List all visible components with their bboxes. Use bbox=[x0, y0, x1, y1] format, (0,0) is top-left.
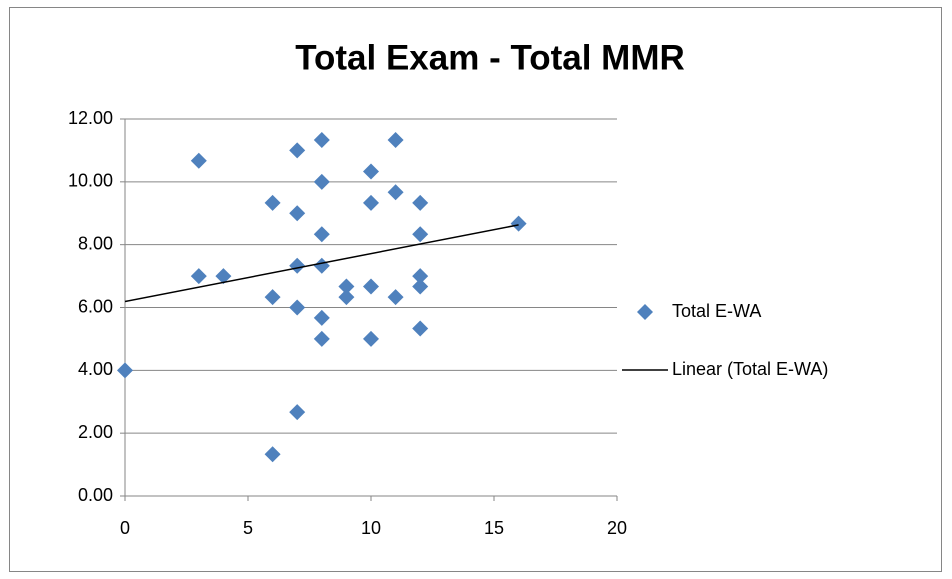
point bbox=[338, 289, 355, 306]
chart-title: Total Exam - Total MMR bbox=[295, 38, 685, 77]
y-tick-label: 10.00 bbox=[68, 171, 113, 191]
x-tick-label: 20 bbox=[607, 518, 627, 538]
y-tick-label: 4.00 bbox=[78, 359, 113, 379]
y-tick-label: 0.00 bbox=[78, 485, 113, 505]
point bbox=[190, 152, 207, 169]
y-tick-label: 8.00 bbox=[78, 233, 113, 253]
y-tick-label: 12.00 bbox=[68, 108, 113, 128]
legend-label: Linear (Total E-WA) bbox=[672, 359, 828, 379]
point bbox=[313, 309, 330, 326]
legend-label: Total E-WA bbox=[672, 301, 761, 321]
point bbox=[412, 226, 429, 243]
x-tick-label: 15 bbox=[484, 518, 504, 538]
point bbox=[289, 299, 306, 316]
point bbox=[117, 362, 133, 379]
point bbox=[387, 132, 404, 149]
chart-border bbox=[9, 7, 942, 572]
legend-marker bbox=[637, 304, 653, 320]
point bbox=[215, 268, 232, 285]
point bbox=[363, 163, 379, 180]
y-tick-label: 2.00 bbox=[78, 422, 113, 442]
point bbox=[289, 205, 306, 222]
x-tick-label: 10 bbox=[361, 518, 381, 538]
point bbox=[264, 289, 281, 306]
point bbox=[289, 404, 306, 421]
point bbox=[264, 194, 281, 211]
point bbox=[363, 194, 379, 211]
point bbox=[313, 173, 330, 190]
point bbox=[412, 320, 429, 337]
point bbox=[387, 184, 404, 201]
point bbox=[510, 215, 527, 232]
x-tick-label: 0 bbox=[120, 518, 130, 538]
point bbox=[289, 257, 306, 274]
point bbox=[412, 278, 429, 295]
point bbox=[412, 268, 429, 285]
point bbox=[190, 268, 207, 285]
point bbox=[313, 132, 330, 149]
point bbox=[387, 289, 404, 306]
point bbox=[289, 142, 306, 159]
point bbox=[313, 330, 330, 347]
point bbox=[412, 194, 429, 211]
point bbox=[363, 330, 379, 347]
y-tick-label: 6.00 bbox=[78, 296, 113, 316]
point bbox=[363, 278, 379, 295]
point bbox=[313, 226, 330, 243]
point bbox=[338, 278, 355, 295]
x-tick-label: 5 bbox=[243, 518, 253, 538]
trend-line bbox=[124, 224, 519, 303]
point bbox=[264, 446, 281, 463]
